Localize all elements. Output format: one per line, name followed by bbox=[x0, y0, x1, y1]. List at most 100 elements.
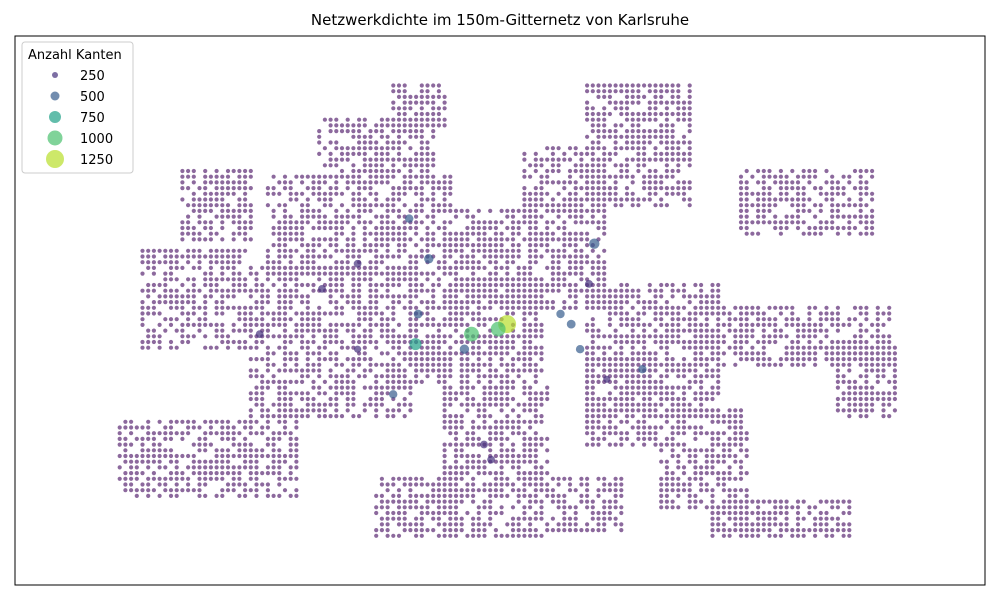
grid-cell-point bbox=[619, 402, 624, 407]
grid-cell-point bbox=[225, 488, 231, 493]
grid-cell-point bbox=[801, 197, 806, 202]
grid-cell-point bbox=[476, 220, 481, 225]
grid-cell-point bbox=[647, 288, 652, 293]
grid-cell-point bbox=[322, 117, 327, 122]
grid-cell-point bbox=[619, 111, 624, 117]
grid-cell-point bbox=[710, 328, 715, 333]
grid-cell-point bbox=[448, 203, 453, 208]
grid-cell-point bbox=[436, 357, 441, 362]
grid-cell-point bbox=[653, 414, 658, 419]
grid-cell-point bbox=[191, 174, 196, 179]
grid-cell-point bbox=[436, 328, 441, 333]
grid-cell-point bbox=[510, 311, 516, 316]
grid-cell-point bbox=[505, 294, 510, 299]
grid-cell-point bbox=[562, 248, 567, 253]
grid-cell-point bbox=[545, 168, 550, 174]
grid-cell-point bbox=[579, 163, 584, 168]
grid-cell-point bbox=[414, 522, 419, 527]
grid-cell-point bbox=[157, 322, 162, 327]
grid-cell-point bbox=[596, 345, 601, 350]
grid-cell-point bbox=[533, 402, 538, 407]
grid-cell-point bbox=[419, 106, 424, 111]
grid-cell-point bbox=[716, 311, 721, 316]
grid-cell-point bbox=[436, 106, 441, 111]
grid-cell-point bbox=[339, 339, 345, 345]
grid-cell-point bbox=[653, 288, 658, 293]
grid-cell-point bbox=[847, 225, 852, 231]
grid-cell-point bbox=[459, 254, 464, 259]
grid-cell-point bbox=[738, 459, 744, 464]
grid-cell-point bbox=[510, 362, 516, 367]
dense-cell-point bbox=[575, 345, 585, 354]
grid-cell-point bbox=[636, 129, 641, 134]
grid-cell-point bbox=[533, 419, 538, 424]
grid-cell-point bbox=[636, 300, 641, 305]
grid-cell-point bbox=[203, 208, 208, 213]
grid-cell-point bbox=[744, 208, 749, 213]
grid-cell-point bbox=[225, 277, 231, 282]
grid-cell-point bbox=[277, 271, 282, 276]
grid-cell-point bbox=[402, 528, 407, 533]
grid-cell-point bbox=[374, 294, 379, 299]
grid-cell-point bbox=[670, 305, 675, 310]
grid-cell-point bbox=[408, 317, 413, 322]
grid-cell-point bbox=[288, 225, 293, 231]
grid-cell-point bbox=[163, 288, 168, 293]
grid-cell-point bbox=[533, 282, 538, 288]
grid-cell-point bbox=[277, 431, 282, 436]
grid-cell-point bbox=[140, 442, 145, 447]
grid-cell-point bbox=[493, 317, 498, 322]
grid-cell-point bbox=[436, 243, 441, 248]
grid-cell-point bbox=[596, 528, 601, 533]
grid-cell-point bbox=[801, 528, 806, 533]
grid-cell-point bbox=[801, 345, 806, 350]
grid-cell-point bbox=[294, 334, 299, 339]
grid-cell-point bbox=[801, 208, 806, 213]
grid-cell-point bbox=[368, 357, 373, 362]
grid-cell-point bbox=[459, 379, 464, 384]
grid-cell-point bbox=[727, 476, 732, 481]
grid-cell-point bbox=[442, 339, 447, 345]
grid-cell-point bbox=[357, 174, 362, 179]
grid-cell-point bbox=[585, 396, 590, 402]
grid-cell-point bbox=[134, 425, 139, 430]
grid-cell-point bbox=[351, 396, 356, 402]
grid-cell-point bbox=[505, 288, 510, 293]
grid-cell-point bbox=[887, 357, 892, 362]
grid-cell-point bbox=[180, 305, 185, 310]
grid-cell-point bbox=[813, 328, 818, 333]
grid-cell-point bbox=[613, 362, 618, 367]
grid-cell-point bbox=[624, 357, 630, 362]
grid-cell-point bbox=[334, 391, 339, 396]
grid-cell-point bbox=[550, 237, 556, 242]
grid-cell-point bbox=[847, 385, 852, 390]
grid-cell-point bbox=[756, 214, 761, 219]
grid-cell-point bbox=[368, 294, 373, 299]
grid-cell-point bbox=[157, 345, 162, 350]
grid-cell-point bbox=[738, 322, 744, 327]
grid-cell-point bbox=[613, 83, 618, 88]
grid-cell-point bbox=[208, 476, 213, 481]
grid-cell-point bbox=[402, 294, 407, 299]
grid-cell-point bbox=[408, 476, 413, 481]
grid-cell-point bbox=[448, 368, 453, 373]
grid-cell-point bbox=[505, 277, 510, 282]
grid-cell-point bbox=[231, 254, 236, 259]
grid-cell-point bbox=[499, 220, 504, 225]
grid-cell-point bbox=[499, 237, 504, 242]
grid-cell-point bbox=[493, 493, 498, 498]
grid-cell-point bbox=[567, 522, 573, 527]
grid-cell-point bbox=[425, 345, 430, 350]
grid-cell-point bbox=[687, 368, 692, 373]
grid-cell-point bbox=[282, 385, 288, 390]
grid-cell-point bbox=[852, 214, 858, 219]
grid-cell-point bbox=[738, 425, 744, 430]
grid-cell-point bbox=[419, 220, 424, 225]
grid-cell-point bbox=[790, 533, 795, 538]
grid-cell-point bbox=[317, 197, 322, 202]
grid-cell-point bbox=[607, 186, 613, 191]
grid-cell-point bbox=[887, 351, 892, 356]
grid-cell-point bbox=[300, 191, 305, 196]
grid-cell-point bbox=[339, 362, 345, 367]
grid-cell-point bbox=[858, 174, 863, 179]
